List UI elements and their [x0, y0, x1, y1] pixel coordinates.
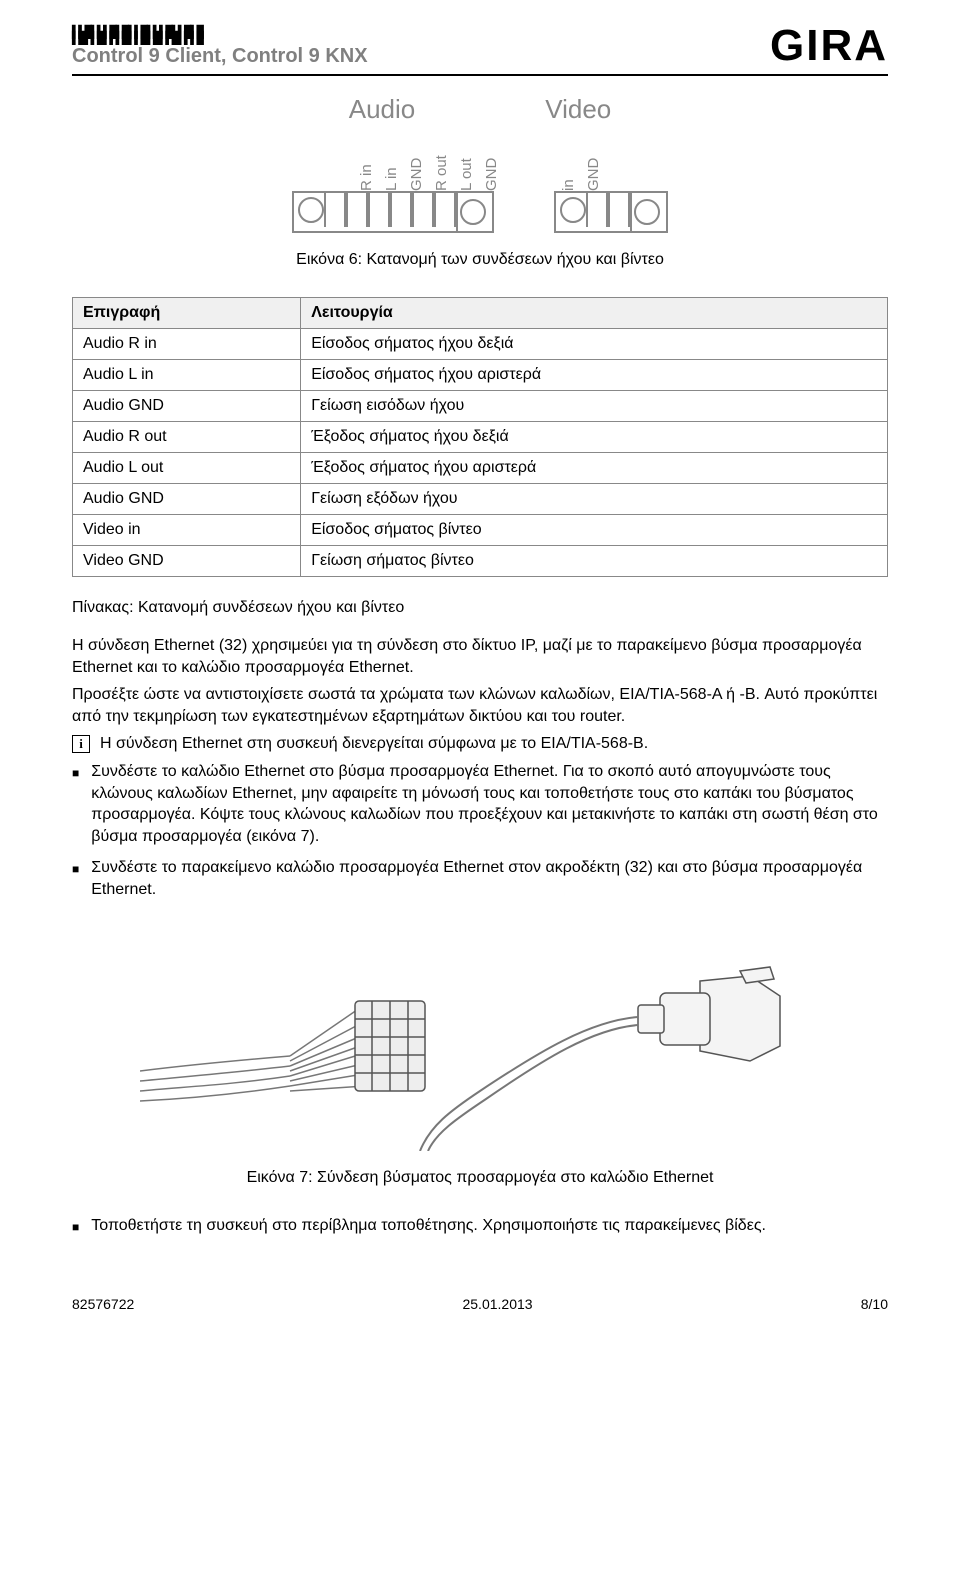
footer-page: 8/10: [861, 1296, 888, 1312]
table-cell: Είσοδος σήματος ήχου αριστερά: [301, 360, 888, 391]
table-row: Video GNDΓείωση σήματος βίντεο: [73, 546, 888, 577]
page-footer: 82576722 25.01.2013 8/10: [72, 1296, 888, 1312]
audio-pin-group: R in L in GND R out L out GND: [358, 131, 500, 191]
figure6-diagram: Audio Video R in L in GND R out L out GN…: [220, 94, 740, 233]
brand-logo: GIRA: [770, 24, 888, 68]
table-cell: Είσοδος σήματος βίντεο: [301, 515, 888, 546]
table-row: Audio L outΈξοδος σήματος ήχου αριστερά: [73, 453, 888, 484]
document-title: Control 9 Client, Control 9 KNX: [72, 45, 368, 68]
table-cell: Audio GND: [73, 391, 301, 422]
figure6-pin-labels: R in L in GND R out L out GND in GND: [220, 131, 740, 191]
pin-label: L in: [383, 131, 400, 191]
footer-doc-number: 82576722: [72, 1296, 134, 1312]
table-row: Audio R outΈξοδος σήματος ήχου δεξιά: [73, 422, 888, 453]
table-cell: Έξοδος σήματος ήχου δεξιά: [301, 422, 888, 453]
info-note-row: i Η σύνδεση Ethernet στη συσκευή διενεργ…: [72, 733, 888, 755]
signal-table: Επιγραφή Λειτουργία Audio R inΕίσοδος σή…: [72, 297, 888, 577]
table-cell: Audio L in: [73, 360, 301, 391]
paragraph-color-matching: Προσέξτε ώστε να αντιστοιχίσετε σωστά τα…: [72, 684, 888, 727]
table-header: Λειτουργία: [301, 298, 888, 329]
table-row: Video inΕίσοδος σήματος βίντεο: [73, 515, 888, 546]
paragraph-ethernet-purpose: Η σύνδεση Ethernet (32) χρησιμεύει για τ…: [72, 635, 888, 678]
footer-date: 25.01.2013: [462, 1296, 532, 1312]
info-note-text: Η σύνδεση Ethernet στη συσκευή διενεργεί…: [100, 733, 648, 755]
header-left: ▌▌█▌▌▌█▌█▌▌█▌▌▌█▌▌█▌█ ▌█▌▌█▌▌▌█▌▌█▌█▌▌█▌…: [72, 29, 368, 68]
table-cell: Audio R out: [73, 422, 301, 453]
audio-connector-block: [292, 191, 494, 233]
table-header: Επιγραφή: [73, 298, 301, 329]
figure7-diagram: [130, 921, 830, 1151]
list-item: Συνδέστε το παρακείμενο καλώδιο προσαρμο…: [72, 857, 888, 900]
table-cell: Audio L out: [73, 453, 301, 484]
info-icon: i: [72, 735, 90, 753]
audio-section-label: Audio: [349, 94, 416, 125]
table-cell: Audio GND: [73, 484, 301, 515]
table-row: Audio GNDΓείωση εισόδων ήχου: [73, 391, 888, 422]
pin-label: R in: [358, 131, 375, 191]
table-row: Audio L inΕίσοδος σήματος ήχου αριστερά: [73, 360, 888, 391]
table-cell: Audio R in: [73, 329, 301, 360]
pin-label: GND: [408, 131, 425, 191]
pin-label: in: [560, 131, 577, 191]
table-header-row: Επιγραφή Λειτουργία: [73, 298, 888, 329]
bullet-list-b: Τοποθετήστε τη συσκευή στο περίβλημα τοπ…: [72, 1215, 888, 1237]
table-cell: Γείωση εισόδων ήχου: [301, 391, 888, 422]
table-cell: Έξοδος σήματος ήχου αριστερά: [301, 453, 888, 484]
table-row: Audio R inΕίσοδος σήματος ήχου δεξιά: [73, 329, 888, 360]
figure6-caption: Εικόνα 6: Κατανομή των συνδέσεων ήχου κα…: [72, 251, 888, 269]
figure6-connector-bodies: [220, 191, 740, 233]
ethernet-adapter-svg: [140, 921, 820, 1151]
figure6-section-labels: Audio Video: [220, 94, 740, 125]
video-connector-block: [554, 191, 668, 233]
video-section-label: Video: [545, 94, 611, 125]
figure7-caption: Εικόνα 7: Σύνδεση βύσματος προσαρμογέα σ…: [72, 1169, 888, 1187]
page-header: ▌▌█▌▌▌█▌█▌▌█▌▌▌█▌▌█▌█ ▌█▌▌█▌▌▌█▌▌█▌█▌▌█▌…: [72, 24, 888, 76]
list-item: Συνδέστε το καλώδιο Ethernet στο βύσμα π…: [72, 761, 888, 847]
video-pin-group: in GND: [560, 131, 602, 191]
bullet-list-a: Συνδέστε το καλώδιο Ethernet στο βύσμα π…: [72, 761, 888, 901]
table-row: Audio GNDΓείωση εξόδων ήχου: [73, 484, 888, 515]
table-cell: Γείωση σήματος βίντεο: [301, 546, 888, 577]
signal-table-caption: Πίνακας: Κατανομή συνδέσεων ήχου και βίν…: [72, 599, 888, 617]
table-cell: Γείωση εξόδων ήχου: [301, 484, 888, 515]
barcode-decoration-2: ▌█▌▌█▌▌▌█▌▌█▌█▌▌█▌▌▌█: [72, 35, 368, 41]
list-item: Τοποθετήστε τη συσκευή στο περίβλημα τοπ…: [72, 1215, 888, 1237]
pin-label: L out: [458, 131, 475, 191]
pin-label: GND: [483, 131, 500, 191]
pin-label: R out: [433, 131, 450, 191]
table-cell: Video in: [73, 515, 301, 546]
table-cell: Video GND: [73, 546, 301, 577]
table-cell: Είσοδος σήματος ήχου δεξιά: [301, 329, 888, 360]
pin-label: GND: [585, 131, 602, 191]
